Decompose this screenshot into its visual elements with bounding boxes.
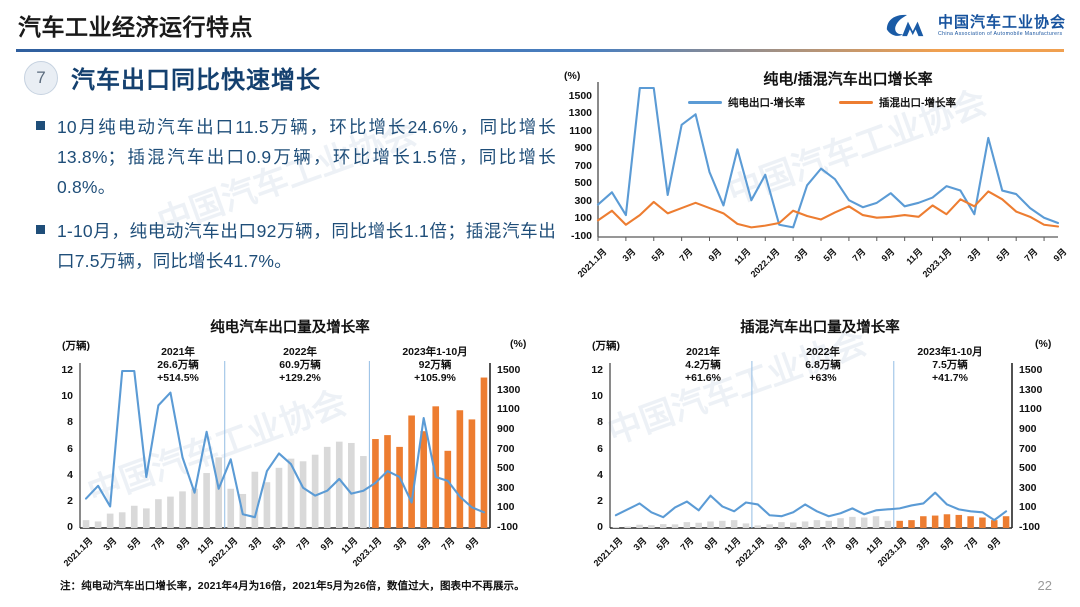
footnote: 注：纯电动汽车出口增长率，2021年4月为16倍，2021年5月为26倍，数值过… bbox=[60, 580, 525, 592]
bullet-square-icon bbox=[36, 121, 45, 130]
y-axis-unit: (%) bbox=[564, 70, 581, 82]
chart-title: 纯电汽车出口量及增长率 bbox=[210, 320, 370, 336]
axis-tick-label: 10 bbox=[61, 390, 73, 403]
annotation-2022: 2022年 60.9万辆 +129.2% bbox=[279, 346, 321, 384]
axis-tick-label: 900 bbox=[497, 422, 515, 435]
legend-label-phev: 插混出口-增长率 bbox=[879, 97, 956, 109]
section-title: 汽车出口同比快速增长 bbox=[71, 67, 321, 94]
logo-title-cn: 中国汽车工业协会 bbox=[937, 13, 1066, 31]
annotation-2022: 2022年 6.8万辆 +63% bbox=[805, 346, 841, 384]
axis-tick-label: 100 bbox=[574, 212, 592, 225]
axis-tick-label: 500 bbox=[1019, 462, 1037, 475]
legend-swatch-bev bbox=[688, 100, 722, 105]
axis-tick-label: 1300 bbox=[568, 107, 592, 120]
axis-tick-label: 1500 bbox=[568, 89, 592, 102]
legend-swatch-phev bbox=[839, 100, 873, 105]
chart-plot-area bbox=[596, 82, 1060, 241]
axis-tick-label: 300 bbox=[1019, 481, 1037, 494]
axis-tick-label: 1500 bbox=[1019, 364, 1043, 376]
bullet-text: 10月纯电动汽车出口11.5万辆，环比增长24.6%，同比增长13.8%；插混汽… bbox=[57, 117, 556, 197]
section-number-badge: 7 bbox=[24, 60, 58, 95]
bev-export-chart: 纯电汽车出口量及增长率 (万辆) (%) 2021年 26.6万辆 +514.5… bbox=[20, 316, 550, 568]
axis-tick-label: 6 bbox=[67, 442, 73, 455]
legend-label-bev: 纯电出口-增长率 bbox=[728, 97, 805, 109]
legend-item-bev: 纯电出口-增长率 bbox=[688, 95, 805, 110]
association-logo: 中国汽车工业协会 China Association of Automobile… bbox=[883, 8, 1066, 44]
chart-title: 纯电/插混汽车出口增长率 bbox=[763, 71, 933, 88]
list-item: 1-10月，纯电动汽车出口92万辆，同比增长1.1倍；插混汽车出口7.5万辆，同… bbox=[36, 216, 556, 276]
axis-tick-label: 4 bbox=[67, 468, 73, 481]
axis-tick-label: 500 bbox=[497, 462, 515, 475]
annotation-2021: 2021年 26.6万辆 +514.5% bbox=[157, 346, 199, 384]
header-divider bbox=[16, 49, 1064, 52]
axis-tick-label: 900 bbox=[574, 142, 592, 155]
annotation-2021: 2021年 4.2万辆 +61.6% bbox=[685, 346, 721, 384]
axis-tick-label: 0 bbox=[67, 521, 73, 533]
page-header: 汽车工业经济运行特点 中国汽车工业协会 China Association of… bbox=[0, 0, 1080, 52]
axis-tick-label: 4 bbox=[597, 468, 603, 481]
axis-tick-label: 900 bbox=[1019, 422, 1037, 435]
axis-tick-label: 2 bbox=[67, 494, 73, 507]
section-heading: 7 汽车出口同比快速增长 bbox=[24, 60, 321, 95]
axis-tick-label: -100 bbox=[1019, 521, 1041, 533]
axis-tick-label: 8 bbox=[597, 416, 603, 429]
axis-tick-label: 0 bbox=[597, 521, 603, 533]
chart-legend: 纯电出口-增长率 插混出口-增长率 bbox=[688, 95, 956, 110]
axis-tick-label: 12 bbox=[61, 364, 73, 376]
bullet-list: 10月纯电动汽车出口11.5万辆，环比增长24.6%，同比增长13.8%；插混汽… bbox=[36, 112, 556, 290]
y-axis-left-unit: (万辆) bbox=[62, 340, 90, 352]
annotation-2023: 2023年1-10月 92万辆 +105.9% bbox=[402, 346, 468, 384]
chart-title: 插混汽车出口量及增长率 bbox=[740, 320, 900, 336]
chart-plot-area bbox=[609, 361, 1013, 529]
axis-tick-label: 100 bbox=[1019, 501, 1037, 514]
axis-tick-label: 8 bbox=[67, 416, 73, 429]
list-item: 10月纯电动汽车出口11.5万辆，环比增长24.6%，同比增长13.8%；插混汽… bbox=[36, 112, 556, 202]
axis-tick-label: 100 bbox=[497, 501, 515, 514]
axis-tick-label: 700 bbox=[574, 159, 592, 172]
bullet-text: 1-10月，纯电动汽车出口92万辆，同比增长1.1倍；插混汽车出口7.5万辆，同… bbox=[57, 221, 556, 271]
annotation-2023: 2023年1-10月 7.5万辆 +41.7% bbox=[917, 346, 983, 384]
y-axis-right-unit: (%) bbox=[510, 338, 527, 350]
axis-tick-label: 1300 bbox=[497, 383, 521, 396]
axis-tick-label: 1100 bbox=[1019, 403, 1042, 416]
axis-tick-label: -100 bbox=[497, 521, 519, 533]
axis-tick-label: 500 bbox=[574, 177, 592, 190]
phev-export-chart: 插混汽车出口量及增长率 (万辆) (%) 2021年 4.2万辆 +61.6% … bbox=[550, 316, 1080, 568]
axis-tick-label: 300 bbox=[497, 481, 515, 494]
legend-item-phev: 插混出口-增长率 bbox=[839, 95, 956, 110]
page-title: 汽车工业经济运行特点 bbox=[18, 14, 253, 40]
axis-tick-label: 1500 bbox=[497, 364, 521, 376]
y-axis-right-unit: (%) bbox=[1035, 338, 1052, 350]
axis-tick-label: 10 bbox=[591, 390, 603, 403]
chart-plot-area bbox=[79, 361, 491, 529]
logo-title-en: China Association of Automobile Manufact… bbox=[937, 31, 1063, 38]
axis-tick-label: 6 bbox=[597, 442, 603, 455]
y-axis-left-unit: (万辆) bbox=[592, 340, 620, 352]
cam-logo-icon bbox=[886, 14, 924, 37]
bullet-square-icon bbox=[36, 225, 45, 234]
axis-tick-label: 300 bbox=[574, 194, 592, 207]
page-number: 22 bbox=[1037, 578, 1052, 593]
axis-tick-label: 1100 bbox=[569, 124, 592, 137]
axis-tick-label: 1100 bbox=[497, 403, 520, 416]
axis-tick-label: 1300 bbox=[1019, 383, 1043, 396]
axis-tick-label: 700 bbox=[1019, 442, 1037, 455]
growth-rate-chart: 纯电/插混汽车出口增长率 (%) 纯电出口-增长率 插混出口-增长率 1500 1… bbox=[548, 62, 1076, 302]
axis-tick-label: 2 bbox=[597, 494, 603, 507]
axis-tick-label: -100 bbox=[570, 230, 592, 242]
axis-tick-label: 12 bbox=[591, 364, 603, 376]
axis-tick-label: 700 bbox=[497, 442, 515, 455]
